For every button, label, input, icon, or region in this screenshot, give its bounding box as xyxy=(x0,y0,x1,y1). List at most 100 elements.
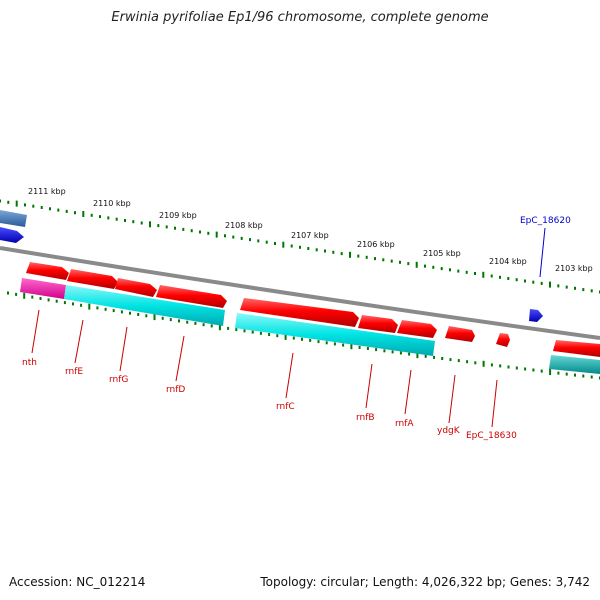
scale-tick xyxy=(299,245,301,249)
scale-tick xyxy=(557,284,560,288)
scale-tick xyxy=(251,330,254,334)
leader-line xyxy=(365,363,373,409)
scale-tick xyxy=(457,269,460,273)
scale-tick xyxy=(440,267,443,271)
scale-tick xyxy=(574,286,576,290)
scale-tick xyxy=(433,355,435,359)
gene-labels: nth rnfE rnfG rnfD rnfC rnfB rnfA ydgK E… xyxy=(22,216,571,441)
scale-tick xyxy=(325,341,328,345)
scale-tick xyxy=(565,285,568,289)
gene-bar-reverse[interactable] xyxy=(549,355,600,374)
reverse-genes xyxy=(20,278,600,374)
gene-arrow-forward[interactable] xyxy=(115,278,157,297)
scale-tick xyxy=(499,275,501,279)
gene-arrow-forward[interactable] xyxy=(445,326,475,342)
scale-tick xyxy=(55,299,58,303)
scale-tick xyxy=(268,333,271,336)
scale-label: 2106 kbp xyxy=(357,240,395,249)
scale-tick xyxy=(449,358,452,362)
gene-label-ydgK[interactable]: ydgK xyxy=(437,426,461,436)
scale-tick xyxy=(590,289,593,293)
scale-tick xyxy=(15,200,18,207)
gene-arrow-forward[interactable] xyxy=(397,320,437,338)
gene-label-EpC_18630[interactable]: EpC_18630 xyxy=(466,431,517,441)
gene-label-rnfD[interactable]: rnfD xyxy=(166,385,185,395)
scale-tick xyxy=(375,348,378,352)
scale-tick xyxy=(145,314,148,318)
scale-tick xyxy=(482,271,485,278)
scale-tick xyxy=(80,303,83,307)
scale-tick xyxy=(120,310,123,314)
scale-tick xyxy=(524,279,526,283)
gene-label-rnfB[interactable]: rnfB xyxy=(356,413,375,423)
leader-line xyxy=(285,352,294,399)
scale-tick xyxy=(432,265,435,269)
scale-tick xyxy=(63,301,66,305)
scale-tick xyxy=(340,252,343,256)
gene-arrow-forward[interactable] xyxy=(67,269,118,289)
scale-tick xyxy=(415,261,418,268)
chromosome-backbone xyxy=(0,246,600,340)
scale-tick xyxy=(39,297,42,300)
scale-tick xyxy=(309,338,312,342)
scale-tick xyxy=(240,236,243,240)
scale-tick xyxy=(194,321,197,325)
scale-labels: 2111 kbp 2110 kbp 2109 kbp 2108 kbp 2107… xyxy=(28,187,593,273)
leader-line xyxy=(119,326,128,372)
gene-label-EpC_18620[interactable]: EpC_18620 xyxy=(520,216,571,226)
scale-tick xyxy=(349,251,351,258)
gene-label-rnfC[interactable]: rnfC xyxy=(276,402,295,412)
scale-tick xyxy=(265,240,268,244)
scale-tick xyxy=(202,323,205,327)
scale-tick xyxy=(153,314,156,321)
gene-label-rnfA[interactable]: rnfA xyxy=(395,419,414,429)
scale-tick xyxy=(274,242,276,245)
scale-tick xyxy=(88,303,91,310)
scale-tick xyxy=(317,340,320,344)
gene-arrow-forward[interactable] xyxy=(496,333,510,347)
gene-arrow-forward[interactable] xyxy=(553,340,600,357)
scale-tick xyxy=(178,319,180,323)
scale-tick xyxy=(40,206,43,209)
scale-label: 2109 kbp xyxy=(159,211,197,220)
scale-tick xyxy=(507,277,510,280)
upper-tick-row xyxy=(0,199,600,294)
scale-tick xyxy=(65,209,68,213)
gene-arrow-blue[interactable] xyxy=(529,309,543,322)
scale-tick xyxy=(315,248,318,252)
gene-bar-reverse[interactable] xyxy=(64,285,225,326)
scale-tick xyxy=(466,360,469,364)
gene-label-rnfE[interactable]: rnfE xyxy=(65,367,83,377)
scale-tick xyxy=(292,336,295,340)
gene-arrow-forward[interactable] xyxy=(26,262,69,280)
scale-tick xyxy=(115,217,118,221)
gene-arrow-blue-left[interactable] xyxy=(0,227,24,243)
scale-tick xyxy=(515,366,518,370)
gene-bar-nth[interactable] xyxy=(20,278,66,299)
scale-tick xyxy=(582,288,585,292)
scale-tick xyxy=(490,363,493,367)
scale-tick xyxy=(474,361,477,365)
scale-tick xyxy=(182,227,185,231)
scale-tick xyxy=(532,280,535,284)
scale-tick xyxy=(190,229,193,233)
scale-tick xyxy=(290,244,293,248)
scale-tick xyxy=(350,343,353,350)
gene-arrow-forward[interactable] xyxy=(240,298,359,327)
scale-tick xyxy=(210,324,213,328)
scale-tick xyxy=(235,328,238,332)
gene-bar-reverse[interactable] xyxy=(235,313,435,356)
label-leader-lines xyxy=(31,227,546,428)
scale-tick xyxy=(366,347,369,350)
scale-tick xyxy=(540,281,543,285)
scale-tick xyxy=(399,260,401,264)
gene-label-nth[interactable]: nth xyxy=(22,358,37,368)
leader-line xyxy=(404,369,412,415)
scale-tick xyxy=(324,249,326,253)
scale-tick xyxy=(224,234,226,238)
gene-arrow-forward[interactable] xyxy=(156,285,227,308)
gene-label-rnfG[interactable]: rnfG xyxy=(109,375,128,385)
gene-arrow-steel[interactable] xyxy=(0,210,27,227)
gene-arrow-forward[interactable] xyxy=(358,315,398,333)
scale-tick xyxy=(399,351,402,355)
